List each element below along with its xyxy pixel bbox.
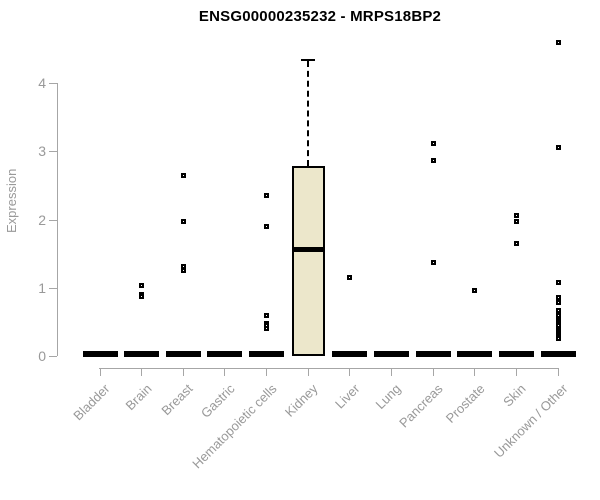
outlier-point (513, 212, 519, 218)
y-tick-label: 0 (38, 348, 46, 364)
outlier-point (555, 39, 561, 45)
outlier-point (180, 267, 186, 273)
outlier-point (264, 223, 270, 229)
collapsed-box (540, 351, 576, 357)
collapsed-box (457, 351, 493, 357)
category-label: Brain (122, 381, 155, 414)
outlier-point (264, 326, 270, 332)
outlier-point (555, 295, 561, 301)
outlier-point (264, 193, 270, 199)
outlier-point (513, 240, 519, 246)
x-tick-mark (390, 368, 392, 376)
x-tick-mark (557, 368, 559, 376)
outlier-point (180, 172, 186, 178)
collapsed-box (124, 351, 160, 357)
outlier-point (430, 157, 436, 163)
category-label: Skin (500, 381, 529, 410)
category-label: Breast (158, 381, 196, 419)
collapsed-box (207, 351, 243, 357)
outlier-point (472, 287, 478, 293)
x-tick-mark (474, 368, 476, 376)
outlier-point (555, 335, 561, 341)
y-tick-mark (49, 83, 57, 84)
outlier-point (555, 308, 561, 314)
collapsed-box (249, 351, 285, 357)
x-tick-mark (515, 368, 517, 376)
x-tick-mark (182, 368, 184, 376)
category-label: Gastric (197, 381, 238, 421)
category-label: Bladder (70, 381, 113, 424)
x-tick-mark (141, 368, 143, 376)
outlier-point (555, 300, 561, 306)
chart-title: ENSG00000235232 - MRPS18BP2 (198, 8, 442, 25)
x-tick-mark (266, 368, 268, 376)
y-tick-mark (49, 219, 57, 221)
outlier-point (555, 280, 561, 286)
x-tick-mark (224, 368, 226, 376)
y-tick-mark (49, 356, 57, 357)
outlier-point (139, 282, 145, 288)
whisker-line (307, 60, 310, 167)
x-tick-mark (432, 368, 434, 376)
collapsed-box (415, 351, 451, 357)
y-tick-label: 1 (38, 279, 46, 296)
x-tick-mark (307, 368, 309, 376)
category-label: Pancreas (396, 381, 446, 431)
category-label: Unknown / Other (491, 381, 571, 461)
y-axis-line (57, 83, 58, 356)
collapsed-box (332, 351, 368, 357)
y-tick-label: 4 (38, 75, 46, 91)
box-body (291, 166, 325, 356)
outlier-point (180, 219, 186, 225)
category-label: Liver (331, 381, 363, 412)
x-tick-mark (349, 368, 351, 376)
outlier-point (513, 219, 519, 225)
category-label: Prostate (442, 381, 488, 426)
category-label: Kidney (282, 381, 321, 420)
outlier-point (555, 312, 561, 318)
collapsed-box (82, 351, 118, 357)
outlier-point (139, 294, 145, 300)
outlier-point (555, 144, 561, 150)
collapsed-box (498, 351, 534, 357)
outlier-point (347, 275, 353, 280)
y-tick-label: 3 (38, 143, 46, 160)
y-tick-mark (49, 287, 57, 289)
collapsed-box (373, 351, 409, 357)
outlier-point (264, 313, 270, 319)
collapsed-box (165, 351, 201, 357)
outlier-point (430, 259, 436, 265)
outlier-point (430, 140, 436, 146)
median-line (293, 246, 323, 252)
y-tick-mark (49, 151, 57, 153)
x-axis-line (99, 368, 559, 369)
category-label: Lung (373, 381, 405, 413)
y-tick-label: 2 (38, 211, 46, 228)
whisker-cap (301, 58, 316, 61)
x-tick-mark (99, 368, 101, 376)
